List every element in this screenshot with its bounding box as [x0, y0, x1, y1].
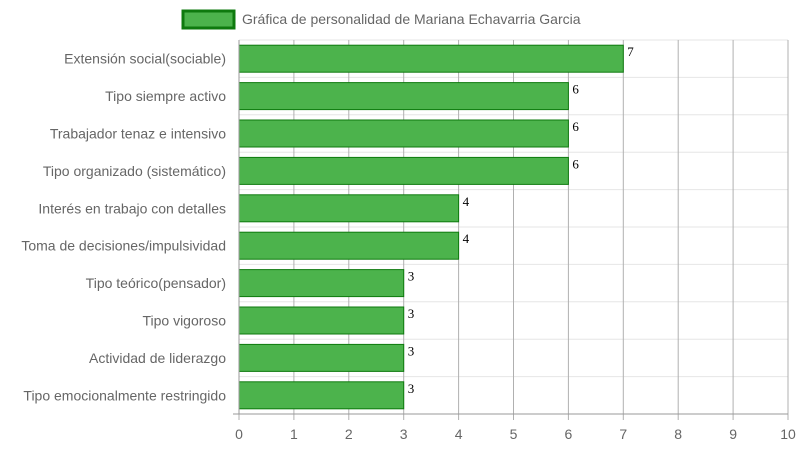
value-label: 6: [572, 119, 579, 134]
bar: [238, 269, 405, 298]
category-label: Actividad de liderazgo: [89, 350, 226, 366]
bar: [238, 44, 624, 73]
legend: Gráfica de personalidad de Mariana Echav…: [181, 9, 581, 30]
x-tick-label: 3: [400, 426, 408, 442]
value-label: 7: [627, 44, 634, 59]
value-label: 6: [572, 82, 579, 97]
value-label: 3: [408, 381, 415, 396]
x-tick-label: 10: [780, 426, 796, 442]
category-label: Extensión social(sociable): [64, 51, 226, 67]
category-label: Trabajador tenaz e intensivo: [50, 126, 226, 142]
category-label: Tipo teórico(pensador): [86, 275, 226, 291]
bar: [238, 343, 405, 372]
bar: [238, 306, 405, 335]
bar: [238, 82, 569, 111]
labels: 0 1 2 3 4 5 6 7 8 9 10 Extensión social(sociable) 7 T…: [21, 44, 796, 442]
x-tick-label: 9: [729, 426, 737, 442]
x-tick-label: 7: [619, 426, 627, 442]
value-label: 4: [463, 194, 470, 209]
category-label: Tipo vigoroso: [142, 313, 226, 329]
value-label: 3: [408, 343, 415, 358]
bar: [238, 156, 569, 185]
x-tick-label: 0: [235, 426, 243, 442]
category-label: Toma de decisiones/impulsividad: [21, 238, 226, 254]
category-label: Tipo emocionalmente restringido: [23, 387, 226, 403]
bar: [238, 119, 569, 148]
value-label: 3: [408, 306, 415, 321]
value-label: 6: [572, 156, 579, 171]
category-label: Tipo organizado (sistemático): [43, 163, 226, 179]
x-tick-label: 5: [510, 426, 518, 442]
category-label: Tipo siempre activo: [105, 88, 226, 104]
x-tick-label: 2: [345, 426, 353, 442]
value-label: 3: [408, 269, 415, 284]
x-tick-label: 1: [290, 426, 298, 442]
legend-label: Gráfica de personalidad de Mariana Echav…: [242, 11, 581, 27]
x-tick-label: 6: [565, 426, 573, 442]
x-tick-label: 8: [674, 426, 682, 442]
bar: [238, 231, 460, 260]
bar: [238, 381, 405, 410]
axes: [233, 40, 788, 415]
bars: [238, 44, 624, 410]
value-label: 4: [463, 231, 470, 246]
legend-swatch: [181, 9, 236, 30]
x-tick-label: 4: [455, 426, 463, 442]
bar: [238, 194, 460, 223]
category-label: Interés en trabajo con detalles: [38, 200, 226, 216]
